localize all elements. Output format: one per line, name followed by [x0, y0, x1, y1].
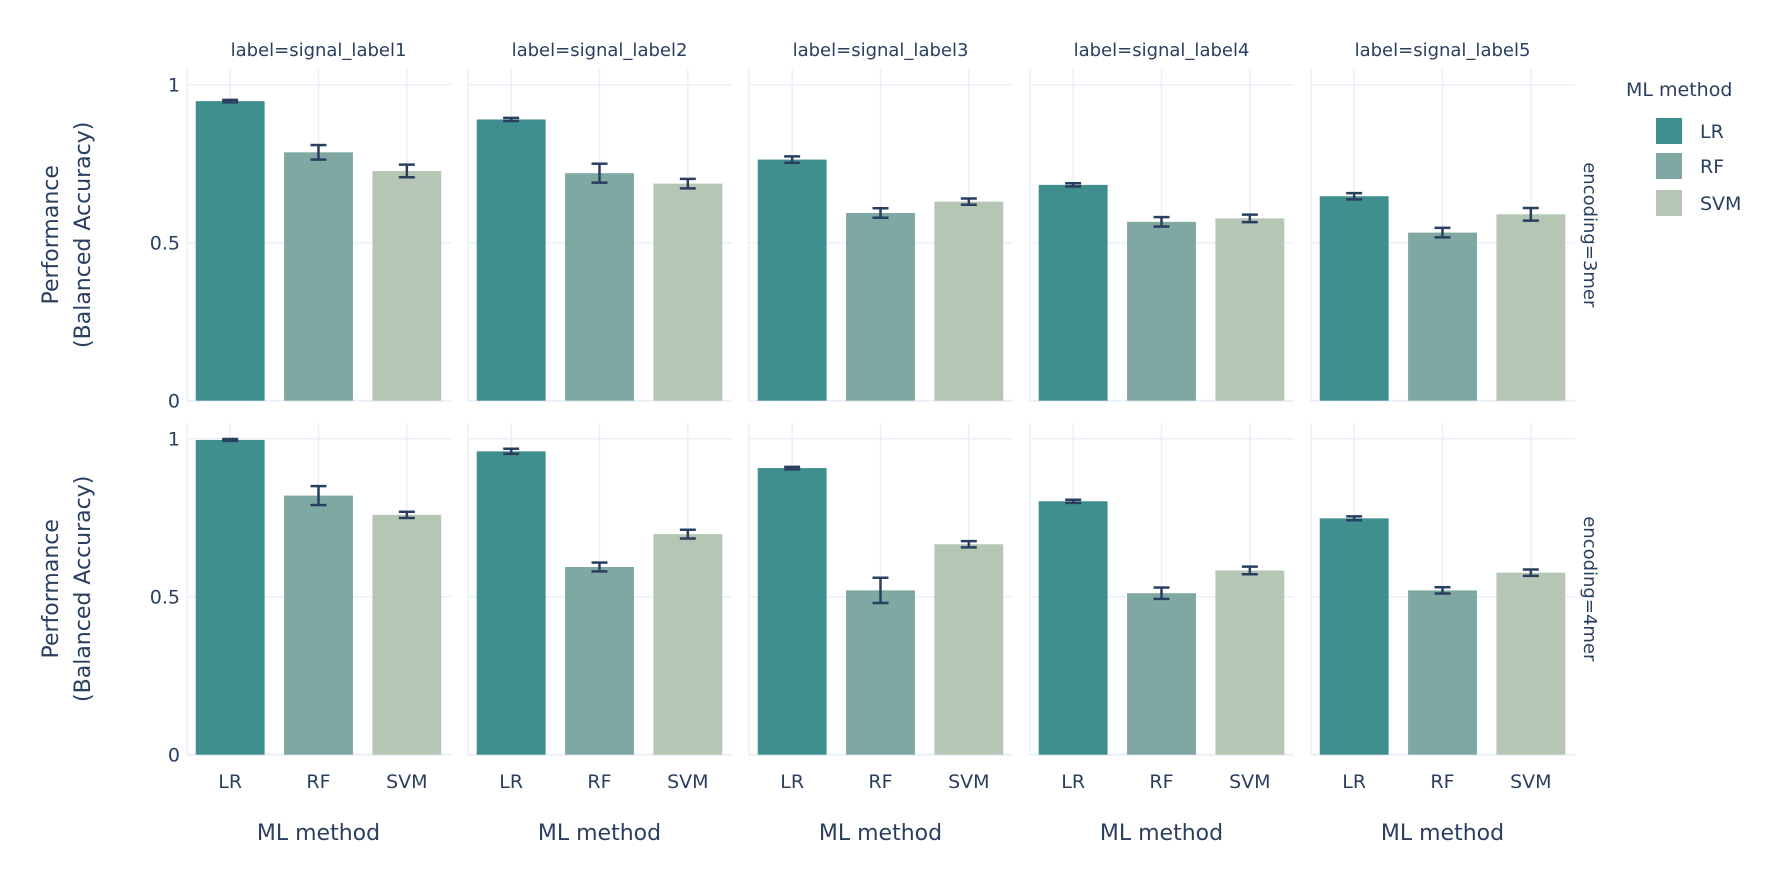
y-tick-label: 1 [168, 429, 180, 451]
bar-lr [476, 119, 546, 401]
x-tick-label: RF [1430, 771, 1454, 793]
bar-rf [1408, 232, 1477, 401]
facet-column-title: label=signal_label4 [1074, 40, 1250, 61]
x-tick-label: LR [499, 771, 523, 793]
bar-svm [372, 514, 442, 755]
y-tick-label: 0 [168, 391, 180, 413]
bar-svm [653, 534, 723, 755]
bar-lr [195, 101, 265, 401]
legend-swatch-lr [1656, 118, 1682, 144]
x-tick-label: RF [1149, 771, 1173, 793]
x-axis-title: ML method [1100, 821, 1223, 846]
x-tick-label: LR [218, 771, 242, 793]
x-axis-title: ML method [538, 821, 661, 846]
bar-rf [846, 590, 915, 755]
legend-entry: RF [1700, 156, 1724, 178]
bar-svm [1496, 214, 1566, 401]
x-tick-label: LR [1061, 771, 1085, 793]
y-axis-title-line2: (Balanced Accuracy) [71, 476, 96, 702]
legend-entry: SVM [1700, 193, 1741, 215]
bar-rf [1127, 593, 1196, 755]
x-tick-label: SVM [1510, 771, 1551, 793]
y-tick-label: 0 [168, 745, 180, 767]
bar-svm [934, 201, 1004, 401]
legend-entry: LR [1700, 121, 1724, 143]
x-tick-label: RF [868, 771, 892, 793]
facet-column-title: label=signal_label3 [793, 40, 969, 61]
x-tick-label: SVM [948, 771, 989, 793]
bar-lr [757, 159, 827, 401]
bar-rf [1127, 221, 1196, 401]
y-tick-label: 0.5 [150, 587, 180, 609]
facet-row-title: encoding=4mer [1579, 516, 1600, 662]
x-tick-label: RF [306, 771, 330, 793]
y-tick-label: 1 [168, 75, 180, 97]
bar-svm [372, 170, 442, 401]
bar-lr [195, 439, 265, 755]
x-axis-title: ML method [1381, 821, 1504, 846]
legend-swatch-svm [1656, 190, 1682, 216]
bar-lr [476, 451, 546, 755]
facet-column-title: label=signal_label5 [1355, 40, 1531, 61]
bar-rf [1408, 590, 1477, 755]
bar-rf [284, 152, 353, 401]
bar-lr [1319, 518, 1389, 755]
bar-svm [1215, 218, 1285, 401]
facet-column-title: label=signal_label1 [231, 40, 407, 61]
x-tick-label: LR [1342, 771, 1366, 793]
x-tick-label: SVM [1229, 771, 1270, 793]
bar-svm [1496, 572, 1566, 755]
legend-swatch-rf [1656, 153, 1682, 179]
x-tick-label: LR [780, 771, 804, 793]
legend-title: ML method [1626, 79, 1732, 101]
x-tick-label: SVM [667, 771, 708, 793]
y-axis-title-line1: Performance [39, 519, 64, 658]
facet-column-title: label=signal_label2 [512, 40, 688, 61]
bar-lr [1038, 184, 1108, 401]
bar-svm [1215, 570, 1285, 755]
y-axis-title-line2: (Balanced Accuracy) [71, 122, 96, 348]
bar-rf [565, 566, 634, 755]
y-tick-label: 0.5 [150, 233, 180, 255]
bar-lr [757, 468, 827, 755]
x-axis-title: ML method [819, 821, 942, 846]
facet-row-title: encoding=3mer [1579, 162, 1600, 308]
bar-lr [1038, 501, 1108, 755]
bar-rf [284, 495, 353, 755]
bar-svm [934, 544, 1004, 755]
bar-lr [1319, 196, 1389, 401]
bar-svm [653, 183, 723, 401]
y-axis-title-line1: Performance [39, 165, 64, 304]
bar-rf [565, 173, 634, 401]
x-tick-label: RF [587, 771, 611, 793]
x-tick-label: SVM [386, 771, 427, 793]
x-axis-title: ML method [257, 821, 380, 846]
bar-rf [846, 212, 915, 401]
